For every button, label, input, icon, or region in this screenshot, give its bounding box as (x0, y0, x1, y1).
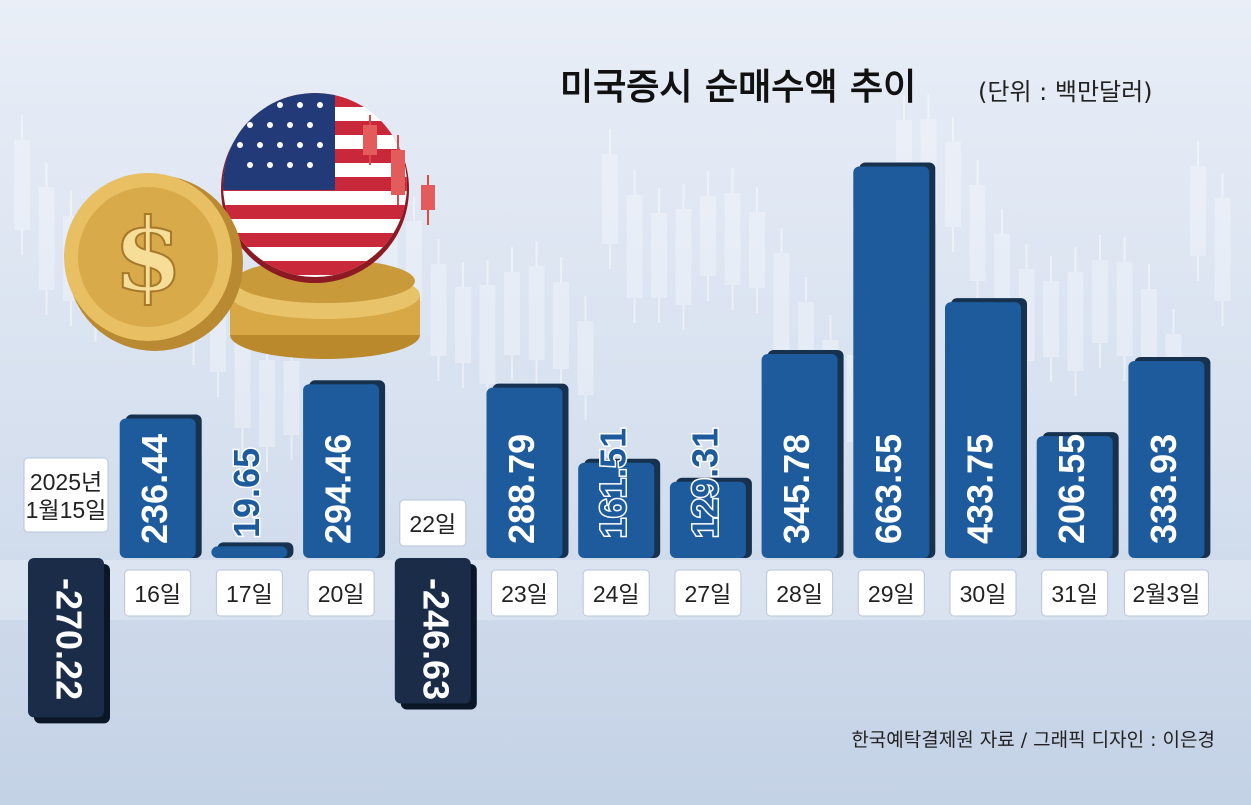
bar-negative (394, 558, 471, 704)
bar-front (1036, 436, 1113, 558)
category-text: 29일 (868, 581, 915, 607)
category-label: 30일 (949, 569, 1017, 617)
category-label: 29일 (857, 569, 925, 617)
bg-candle (602, 129, 618, 269)
category-text: 28일 (776, 581, 823, 607)
category-label: 23일 (491, 569, 558, 617)
bg-candle (749, 187, 765, 313)
bg-candle (553, 257, 569, 394)
bar-front (486, 387, 563, 558)
category-text: 20일 (318, 581, 365, 607)
value-label: 161.51 (593, 428, 634, 538)
value-label: 663.55 (868, 434, 909, 544)
value-label: -270.22 (48, 578, 89, 700)
bg-candle (1067, 247, 1084, 396)
bar-front (853, 166, 930, 558)
category-label: 27일 (674, 569, 742, 617)
bg-candle (651, 188, 667, 323)
bg-candle (455, 262, 471, 388)
category-text: 1월15일 (26, 497, 107, 523)
bg-candle (1092, 235, 1108, 368)
bg-candle (577, 296, 594, 420)
bg-candle (1214, 173, 1231, 326)
bar-front (303, 384, 380, 558)
bg-candle (724, 168, 741, 310)
category-text: 31일 (1051, 581, 1098, 607)
bar-12 (1036, 432, 1119, 558)
category-label: 22일 (399, 499, 467, 547)
bar-front (1128, 360, 1205, 558)
bg-candle (259, 335, 275, 472)
bg-candle (528, 241, 545, 385)
bar-9 (761, 349, 844, 558)
bar-3 (211, 542, 294, 558)
bg-candle (1043, 256, 1059, 382)
value-label: 294.46 (318, 434, 359, 544)
bg-candle (675, 184, 692, 330)
bar-5 (394, 558, 477, 710)
bar-13 (1128, 356, 1211, 558)
value-label: 129.31 (684, 428, 725, 538)
bar-front (669, 481, 746, 558)
category-text: 2월3일 (1132, 581, 1200, 607)
bar-front (211, 546, 288, 558)
svg-text:$: $ (113, 196, 183, 314)
value-label: 206.55 (1051, 434, 1092, 544)
value-label: 345.78 (776, 434, 817, 544)
bg-candle (626, 170, 643, 323)
category-label: 28일 (766, 569, 834, 617)
category-text: 23일 (501, 581, 548, 607)
bar-front (578, 462, 655, 558)
bar-4 (303, 380, 386, 558)
bg-candle (14, 115, 30, 255)
bg-candle (700, 171, 716, 301)
category-text: 24일 (593, 581, 640, 607)
value-label: 236.44 (134, 434, 175, 544)
bg-candle (1190, 141, 1206, 281)
category-label: 31일 (1041, 569, 1109, 617)
bar-2 (119, 414, 202, 558)
category-text: 27일 (685, 581, 732, 607)
category-label: 17일 (215, 569, 283, 617)
category-label: 16일 (124, 569, 192, 617)
value-label: 288.79 (501, 434, 542, 544)
bar-11 (945, 298, 1027, 558)
bar-front (119, 418, 196, 558)
value-label: -246.63 (415, 578, 456, 700)
category-text: 22일 (409, 511, 456, 537)
dollar-coin-flag-icon: $ (64, 93, 435, 359)
category-text: 2025년 (30, 469, 102, 495)
unit-label: (단위 : 백만달러) (978, 78, 1153, 106)
bg-candle (38, 162, 55, 315)
bg-candle (969, 160, 986, 306)
bg-candle (945, 117, 961, 252)
bar-negative (28, 558, 104, 718)
chart-title: 미국증시 순매수액 추이 (560, 67, 917, 108)
bar-front (761, 353, 838, 558)
bar-6 (486, 383, 569, 558)
bar-10 (853, 162, 936, 558)
source-credit: 한국예탁결제원 자료 / 그래픽 디자인 : 이은경 (851, 729, 1215, 751)
bar-8 (669, 477, 752, 558)
category-label: 20일 (307, 569, 375, 617)
bar-7 (578, 458, 661, 558)
category-text: 30일 (960, 581, 1007, 607)
category-text: 16일 (134, 581, 181, 607)
value-label: 19.65 (226, 448, 267, 538)
bg-candle (479, 260, 496, 409)
bg-candle (504, 247, 520, 380)
bg-candle (1116, 237, 1133, 381)
value-label: 333.93 (1143, 434, 1184, 544)
category-label: 24일 (582, 569, 650, 617)
bg-candle (430, 239, 447, 381)
value-label: 433.75 (960, 434, 1001, 544)
bar-1 (28, 558, 110, 724)
category-text: 17일 (226, 581, 273, 607)
bar-front (945, 302, 1021, 558)
category-label: 2월3일 (1123, 569, 1209, 617)
